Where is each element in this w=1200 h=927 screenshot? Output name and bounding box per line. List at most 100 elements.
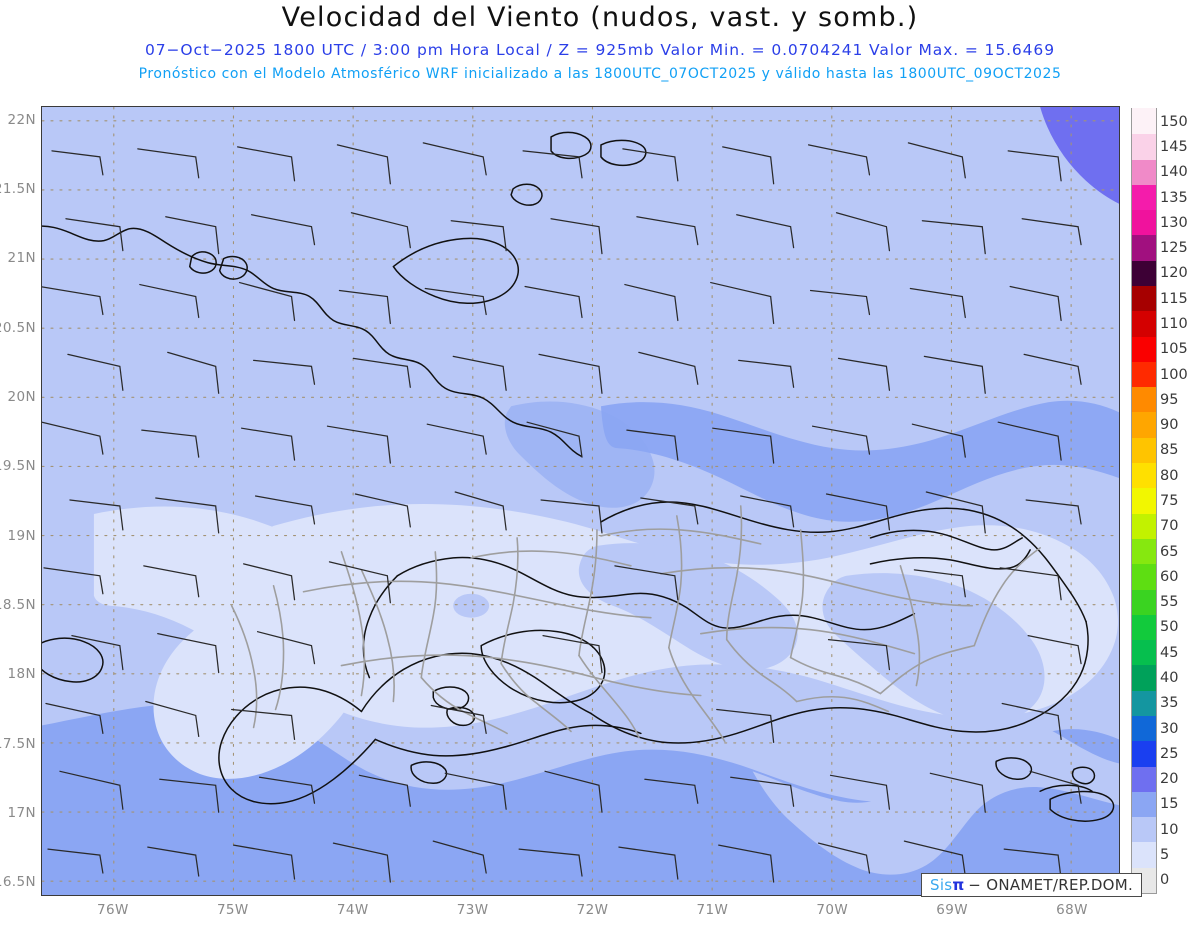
colorbar-tick: 130	[1160, 214, 1188, 231]
colorbar-segment	[1132, 740, 1156, 767]
wind-barb	[911, 423, 966, 458]
wind-barb	[69, 499, 124, 531]
wind-barb	[522, 150, 583, 179]
page-title: Velocidad del Viento (nudos, vast. y som…	[281, 2, 919, 33]
wind-barb	[231, 708, 296, 741]
wind-barb	[999, 567, 1062, 601]
wind-barb	[143, 565, 200, 598]
colorbar-segment	[1132, 108, 1156, 135]
wind-barb	[47, 848, 104, 874]
colorbar-tick: 85	[1160, 442, 1179, 459]
wind-barb	[422, 142, 487, 176]
colorbar-tick: 65	[1160, 543, 1179, 560]
y-axis-tick: 17.5N	[0, 735, 36, 752]
x-axis-tick: 69W	[936, 902, 969, 918]
y-axis-labels: 22N 21.5N 21N 20.5N 20N 19.5N 19N 18.5N 18N 17.5N…	[0, 0, 41, 927]
wind-barb	[237, 146, 296, 182]
wind-barb	[450, 220, 507, 252]
wind-barb	[825, 493, 891, 531]
forecast-metadata-line: 07−Oct−2025 1800 UTC / 3:00 pm Hora Loca…	[145, 41, 1055, 59]
colorbar-tick: 55	[1160, 594, 1179, 611]
wind-barb	[518, 848, 583, 877]
colorbar-segment	[1132, 614, 1156, 641]
colorbar-segment	[1132, 310, 1156, 337]
wind-barb	[903, 840, 966, 877]
wind-barb	[640, 497, 699, 525]
wind-barb	[71, 635, 124, 671]
wind-barb	[997, 421, 1062, 461]
wind-barb	[712, 427, 775, 464]
colorbar-tick: 0	[1160, 872, 1170, 889]
wind-barb	[542, 635, 603, 674]
wind-barb	[1029, 770, 1082, 804]
colorbar-tick: 145	[1160, 138, 1188, 155]
wind-barb	[67, 353, 124, 391]
colorbar-segment	[1132, 386, 1156, 413]
colorbar-segment	[1132, 841, 1156, 868]
wind-barb	[241, 427, 296, 461]
colorbar-segment	[1132, 715, 1156, 742]
colorbar-tick: 5	[1160, 847, 1170, 864]
wind-barb	[159, 778, 220, 813]
x-axis-tick: 73W	[456, 902, 489, 918]
wind-barb	[167, 351, 220, 394]
wind-barb	[722, 146, 775, 185]
wind-barb	[432, 840, 487, 874]
colorbar-segment	[1132, 285, 1156, 312]
colorbar-segment	[1132, 209, 1156, 236]
colorbar-tick: 135	[1160, 189, 1188, 206]
wind-barb	[239, 281, 296, 322]
wind-barb	[326, 425, 391, 464]
wind-barb	[358, 774, 411, 807]
wind-barb	[1003, 848, 1062, 880]
wind-barb	[139, 283, 200, 319]
colorbar-tick: 40	[1160, 670, 1179, 687]
wind-barb	[430, 704, 487, 735]
wind-barb	[923, 355, 986, 394]
wind-barb	[907, 142, 966, 179]
wind-barb	[444, 772, 507, 810]
wind-barb	[42, 421, 104, 455]
wind-barb	[352, 357, 411, 388]
wind-barb	[155, 497, 220, 534]
wind-barb	[1001, 702, 1062, 741]
colorbar-segment	[1132, 462, 1156, 489]
x-axis-tick: 71W	[696, 902, 729, 918]
attribution-badge: Sis π − ONAMET/REP.DOM.	[921, 873, 1143, 897]
wind-barb	[147, 846, 200, 877]
colorbar-segment	[1132, 538, 1156, 565]
colorbar-tick: 90	[1160, 417, 1179, 434]
wind-barb	[42, 286, 104, 316]
wind-barb	[638, 351, 699, 385]
wind-barb	[1023, 353, 1082, 385]
colorbar-segment	[1132, 664, 1156, 691]
wind-barb	[157, 633, 220, 674]
wind-barb	[454, 491, 507, 531]
x-axis-tick: 68W	[1056, 902, 1088, 918]
y-axis-tick: 19.5N	[0, 458, 36, 475]
wind-barb	[925, 491, 986, 534]
wind-barb	[622, 148, 679, 182]
x-axis-tick: 76W	[97, 902, 129, 918]
colorbar-tick-labels: 0 5 10 15 20 25 30 35 40 45 50 55 60 65 70 75 80 85 90 95 10…	[1160, 108, 1200, 898]
brand-pi-icon: π	[952, 876, 964, 894]
wind-barb	[1007, 150, 1062, 182]
colorbar[interactable]	[1131, 108, 1157, 894]
wind-barb	[137, 148, 200, 179]
wind-barb	[544, 770, 603, 813]
colorbar-segment	[1132, 487, 1156, 514]
colorbar-tick: 95	[1160, 391, 1179, 408]
wind-barb	[1009, 285, 1062, 322]
wind-barb	[233, 844, 296, 880]
wind-barb	[43, 567, 104, 595]
map-plot-area[interactable]	[41, 106, 1120, 896]
colorbar-segment	[1132, 159, 1156, 185]
wind-barb	[809, 289, 871, 316]
colorbar-tick: 150	[1160, 113, 1188, 130]
wind-barb	[452, 355, 507, 391]
wind-barb	[837, 357, 891, 391]
colorbar-segment	[1132, 690, 1156, 716]
wind-barb	[817, 842, 871, 874]
y-axis-tick: 22N	[7, 111, 36, 128]
